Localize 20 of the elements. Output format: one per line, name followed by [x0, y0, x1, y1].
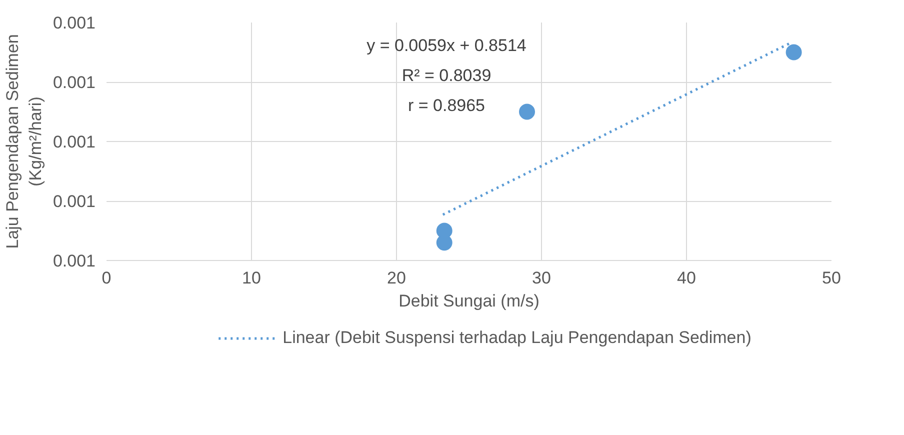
legend-label: Linear (Debit Suspensi terhadap Laju Pengendapan Sedimen)	[282, 328, 752, 348]
y-axis-title: Laju Pengendapan Sedimen (Kg/m²/hari)	[3, 34, 45, 249]
point	[436, 222, 452, 239]
y-tick-label: 0.001	[52, 73, 96, 92]
point	[519, 104, 535, 120]
y-tick-label: 0.001	[52, 14, 96, 32]
annotation: r = 0.8965	[408, 96, 486, 115]
y-tick-label: 0.001	[52, 132, 96, 152]
annotation: R² = 0.8039	[402, 66, 492, 85]
x-tick-label: 30	[532, 268, 551, 288]
annotation: y = 0.0059x + 0.8514	[366, 36, 526, 55]
point	[786, 44, 802, 60]
y-tick-label: 0.001	[52, 252, 96, 270]
x-tick-label: 10	[242, 268, 261, 288]
x-axis-title: Debit Sungai (m/s)	[398, 292, 540, 310]
x-tick-label: 40	[677, 268, 696, 288]
x-tick-label: 0	[102, 268, 112, 288]
y-tick-label: 0.001	[52, 192, 96, 211]
x-tick-label: 20	[387, 268, 406, 288]
x-tick-label: 50	[822, 268, 841, 288]
